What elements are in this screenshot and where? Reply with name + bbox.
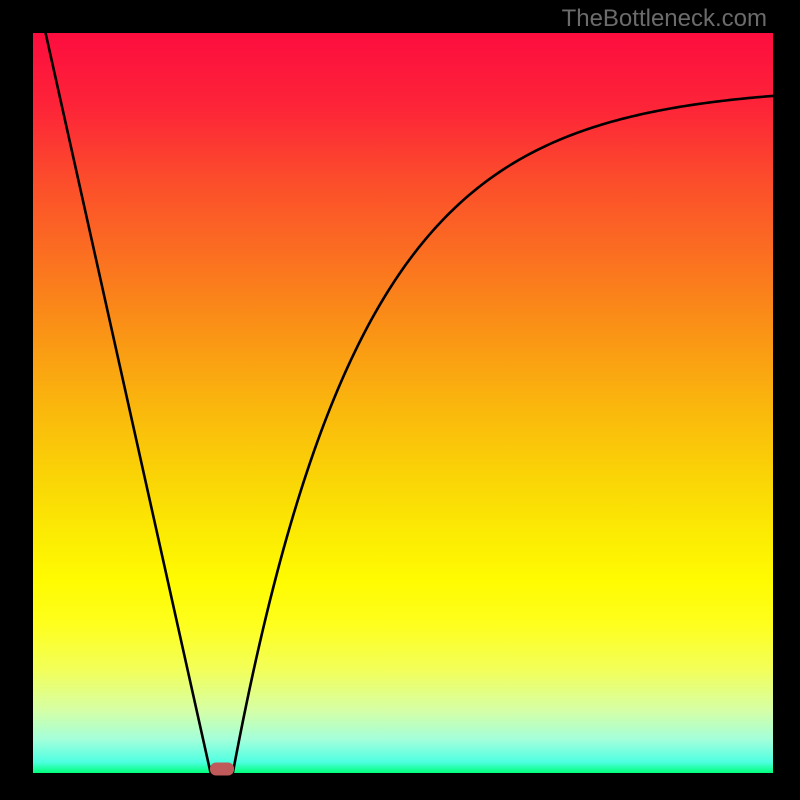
bottleneck-curve [46, 33, 773, 773]
plot-area [33, 33, 773, 773]
chart-container: TheBottleneck.com [0, 0, 800, 800]
vertex-marker [210, 762, 234, 775]
curve-svg [33, 33, 773, 773]
watermark-text: TheBottleneck.com [562, 5, 767, 33]
